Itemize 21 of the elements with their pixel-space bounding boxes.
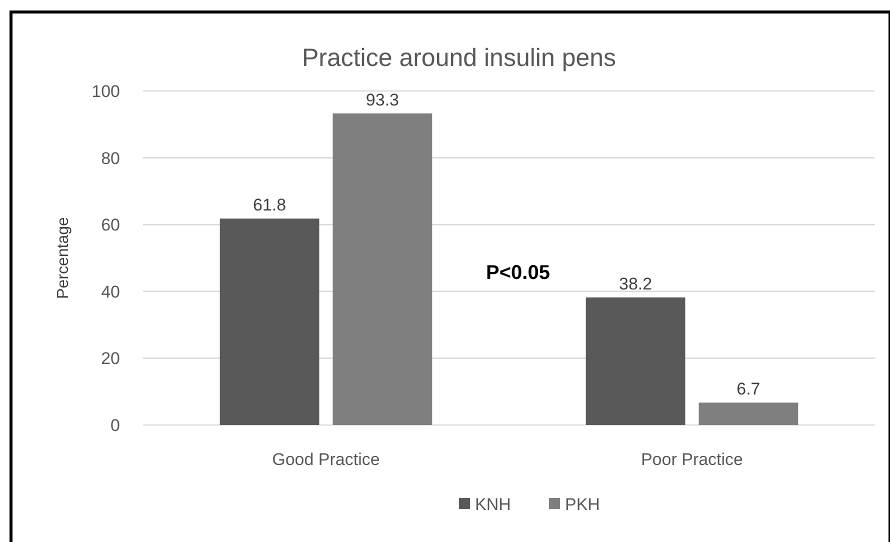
- bar: [332, 113, 432, 425]
- y-tick-label: 80: [101, 148, 120, 168]
- y-tick-label: 0: [110, 416, 120, 435]
- legend-label: PKH: [565, 495, 600, 514]
- legend-label: KNH: [475, 495, 511, 514]
- bar: [586, 297, 686, 425]
- y-tick-label: 100: [92, 82, 120, 101]
- y-tick-label: 60: [101, 216, 120, 235]
- data-label: 6.7: [736, 380, 760, 399]
- chart-title: Practice around insulin pens: [302, 44, 616, 72]
- bar: [698, 402, 798, 425]
- x-tick-label: Poor Practice: [640, 450, 744, 469]
- y-tick-label: 40: [101, 282, 120, 302]
- y-tick-label: 20: [101, 349, 120, 368]
- data-label: 38.2: [618, 274, 652, 294]
- annotation: P<0.05: [486, 262, 550, 284]
- data-label: 61.8: [252, 196, 286, 215]
- x-tick-label: Good Practice: [272, 450, 380, 469]
- y-axis-title: Percentage: [55, 216, 72, 299]
- bar: [220, 218, 320, 425]
- data-label: 93.3: [366, 90, 400, 110]
